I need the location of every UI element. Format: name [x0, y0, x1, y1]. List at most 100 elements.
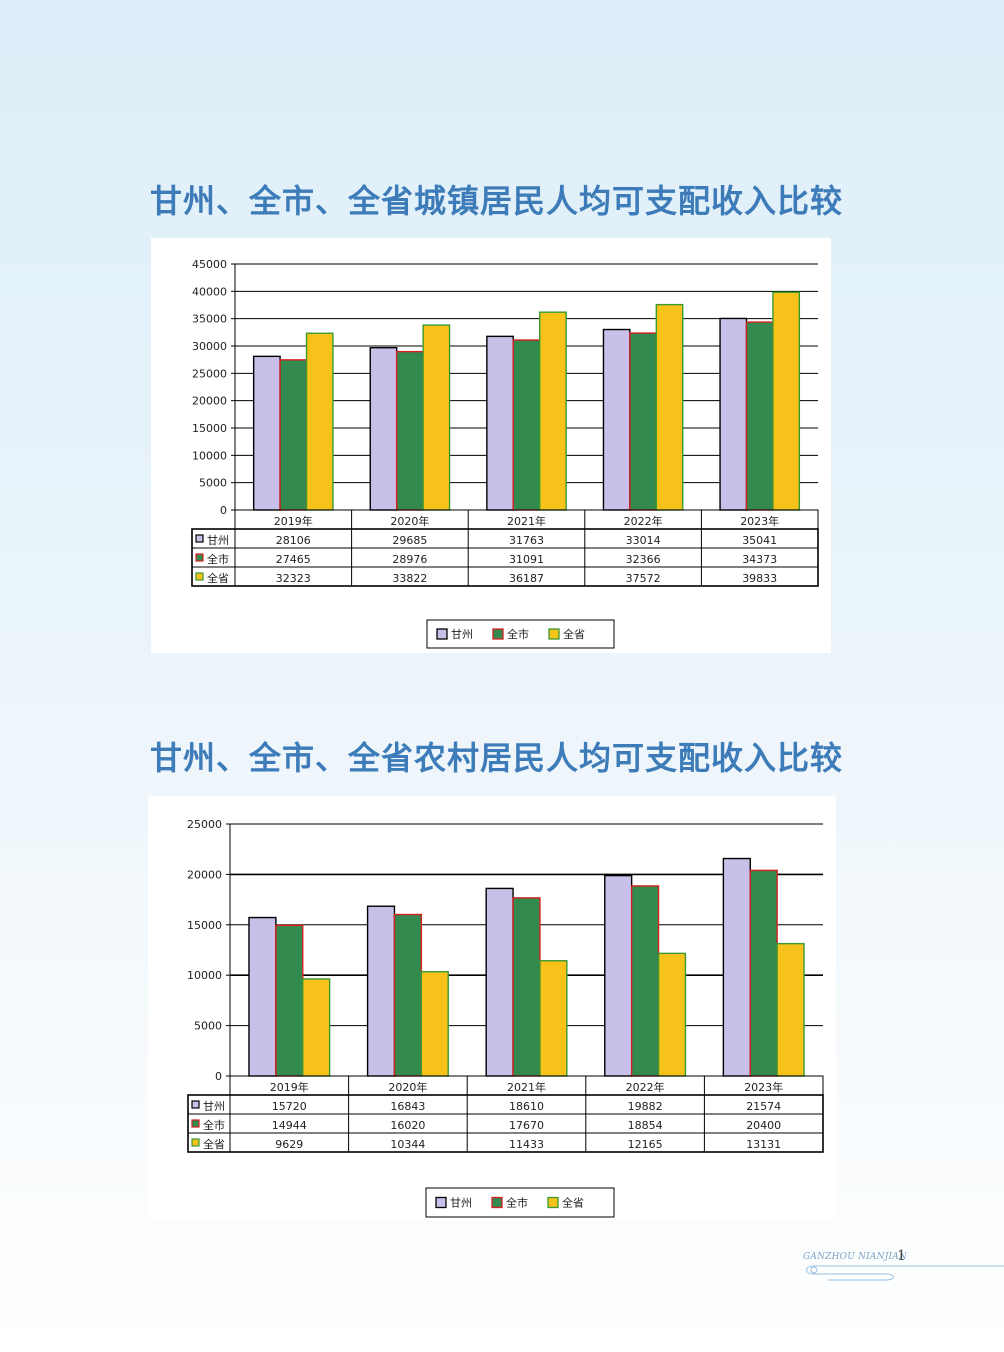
legend-label: 全省	[563, 627, 585, 641]
x-category-label: 2019年	[270, 1080, 309, 1094]
table-value: 9629	[275, 1138, 303, 1151]
table-value: 37572	[626, 572, 661, 585]
x-category-label: 2023年	[740, 514, 779, 528]
footer-yearbook-name: GANZHOU NIANJIAN	[803, 1252, 908, 1262]
table-value: 20400	[746, 1119, 781, 1132]
table-value: 39833	[742, 572, 777, 585]
table-legend-key-city	[195, 553, 204, 562]
bar-city	[629, 332, 658, 511]
table-legend-key-ganzhou	[195, 534, 204, 543]
page-number: 1	[897, 1248, 906, 1264]
legend-key-ganzhou	[436, 628, 448, 640]
table-value: 15720	[272, 1100, 307, 1113]
urban-income-bar-chart: 0 5000 10000 15000 20000 25000 30000 35000 40000…	[191, 258, 819, 649]
legend-key-city	[491, 1196, 503, 1209]
table-value: 33822	[392, 572, 427, 585]
table-legend-key-city	[191, 1119, 200, 1128]
legend-key-province	[547, 1196, 559, 1209]
legend-label: 全市	[506, 1196, 528, 1210]
table-value: 16020	[390, 1119, 425, 1132]
bar-city	[512, 897, 541, 1077]
table-value: 19882	[628, 1100, 663, 1113]
urban-income-chart-title: 甘州、全市、全省城镇居民人均可支配收入比较	[150, 182, 844, 220]
y-tick-label: 5000	[199, 477, 227, 490]
table-series-label: 全市	[207, 552, 229, 566]
bar-city	[749, 869, 778, 1077]
x-category-label: 2019年	[274, 514, 313, 528]
x-category-label: 2023年	[744, 1080, 783, 1094]
bar-province	[657, 952, 687, 1077]
y-tick-label: 10000	[192, 449, 227, 462]
table-series-label: 甘州	[203, 1100, 225, 1113]
bar-province	[539, 960, 568, 1077]
bar-province	[776, 942, 805, 1077]
table-value: 36187	[509, 572, 544, 585]
table-value: 10344	[390, 1138, 425, 1151]
x-category-label: 2022年	[626, 1080, 665, 1094]
bar-ganzhou	[369, 347, 398, 511]
table-value: 27465	[276, 553, 311, 566]
bar-province	[539, 311, 567, 511]
bar-city	[279, 359, 308, 511]
table-value: 31091	[509, 553, 544, 566]
urban-income-chart-panel: 0 5000 10000 15000 20000 25000 30000 35000 40000…	[151, 238, 831, 653]
y-tick-label: 25000	[192, 367, 227, 380]
rural-income-chart-title: 甘州、全市、全省农村居民人均可支配收入比较	[150, 739, 844, 777]
table-value: 33014	[626, 534, 661, 547]
table-value: 16843	[390, 1100, 425, 1113]
table-value: 21574	[746, 1100, 781, 1113]
bar-city	[275, 924, 304, 1077]
bar-ganzhou	[486, 335, 514, 511]
table-legend-key-province	[191, 1138, 200, 1147]
table-value: 12165	[628, 1138, 663, 1151]
y-tick-label: 15000	[187, 919, 222, 932]
table-series-label: 全省	[207, 571, 229, 585]
legend-box	[426, 619, 615, 649]
y-tick-label: 10000	[187, 969, 222, 982]
legend-label: 甘州	[450, 1197, 472, 1210]
x-category-label: 2020年	[390, 514, 429, 528]
bar-ganzhou	[252, 355, 281, 511]
table-series-label: 全市	[203, 1118, 225, 1132]
bar-ganzhou	[602, 328, 631, 511]
table-value: 32323	[276, 572, 311, 585]
x-category-label: 2021年	[507, 514, 546, 528]
table-value: 28976	[392, 553, 427, 566]
table-legend-key-province	[195, 572, 204, 581]
legend-label: 甘州	[451, 628, 473, 641]
bar-city	[395, 350, 424, 511]
bar-ganzhou	[719, 317, 748, 511]
y-tick-label: 40000	[192, 285, 227, 298]
bar-ganzhou	[722, 857, 751, 1077]
y-tick-label: 0	[215, 1070, 222, 1083]
legend-label: 全省	[562, 1196, 584, 1210]
bar-province	[420, 971, 449, 1077]
page-footer: GANZHOU NIANJIAN 1	[800, 1246, 1004, 1286]
table-series-label: 全省	[203, 1137, 225, 1151]
x-category-label: 2022年	[624, 514, 663, 528]
x-category-label: 2021年	[507, 1080, 546, 1094]
bar-province	[772, 291, 801, 511]
bar-province	[305, 332, 334, 511]
table-value: 32366	[626, 553, 661, 566]
bar-province	[655, 303, 684, 511]
legend-box	[425, 1187, 615, 1218]
table-value: 14944	[272, 1119, 307, 1132]
y-tick-label: 45000	[192, 258, 227, 271]
table-value: 28106	[276, 534, 311, 547]
bar-province	[422, 324, 451, 511]
legend-key-ganzhou	[435, 1196, 447, 1209]
table-value: 35041	[742, 534, 777, 547]
y-tick-label: 30000	[192, 340, 227, 353]
y-tick-label: 0	[220, 504, 227, 517]
footer-ornament-icon	[806, 1265, 1004, 1281]
x-category-label: 2020年	[388, 1080, 427, 1094]
table-value: 13131	[746, 1138, 781, 1151]
bar-ganzhou	[366, 905, 396, 1077]
bar-ganzhou	[248, 916, 277, 1077]
legend-key-city	[492, 628, 504, 640]
table-value: 29685	[392, 534, 427, 547]
table-value: 17670	[509, 1119, 544, 1132]
table-value: 11433	[509, 1138, 544, 1151]
table-value: 18610	[509, 1100, 544, 1113]
